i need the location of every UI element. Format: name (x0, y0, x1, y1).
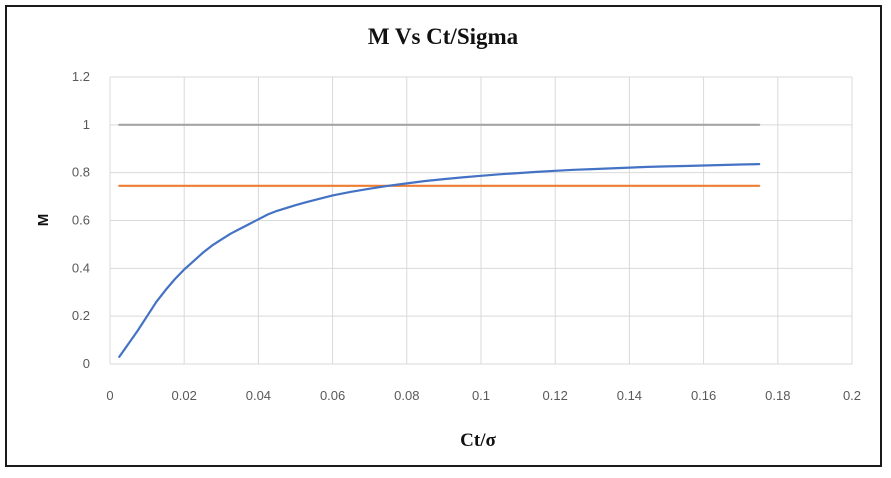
y-tick-label: 1.2 (72, 69, 90, 84)
x-tick-label: 0.1 (472, 388, 490, 403)
x-tick-label: 0.14 (617, 388, 642, 403)
x-tick-label: 0 (106, 388, 113, 403)
x-tick-label: 0.02 (172, 388, 197, 403)
y-tick-label: 0.4 (72, 260, 90, 275)
x-tick-label: 0.12 (543, 388, 568, 403)
chart-frame (5, 5, 882, 467)
series-layer (118, 123, 761, 358)
x-tick-labels: 0 0.02 0.04 0.06 0.08 0.1 0.12 0.14 0.16 0.18 0.2 (106, 388, 861, 403)
x-tick-label: 0.16 (691, 388, 716, 403)
x-tick-label: 0.18 (765, 388, 790, 403)
x-tick-label: 0.2 (843, 388, 861, 403)
y-tick-label: 0.2 (72, 308, 90, 323)
y-tick-label: 0.8 (72, 165, 90, 180)
chart-title: M Vs Ct/Sigma (368, 24, 519, 49)
series-line-0 (118, 163, 761, 358)
grid-layer (109, 76, 853, 365)
y-axis-label: M (35, 214, 52, 227)
y-tick-label: 0.6 (72, 213, 90, 228)
y-tick-label: 0 (83, 356, 90, 371)
y-tick-labels: 0 0.2 0.4 0.6 0.8 1 1.2 (72, 69, 90, 371)
y-tick-label: 1 (83, 117, 90, 132)
x-tick-label: 0.06 (320, 388, 345, 403)
x-axis-label: Ct/σ (460, 430, 496, 451)
x-tick-label: 0.08 (394, 388, 419, 403)
x-tick-label: 0.04 (246, 388, 271, 403)
